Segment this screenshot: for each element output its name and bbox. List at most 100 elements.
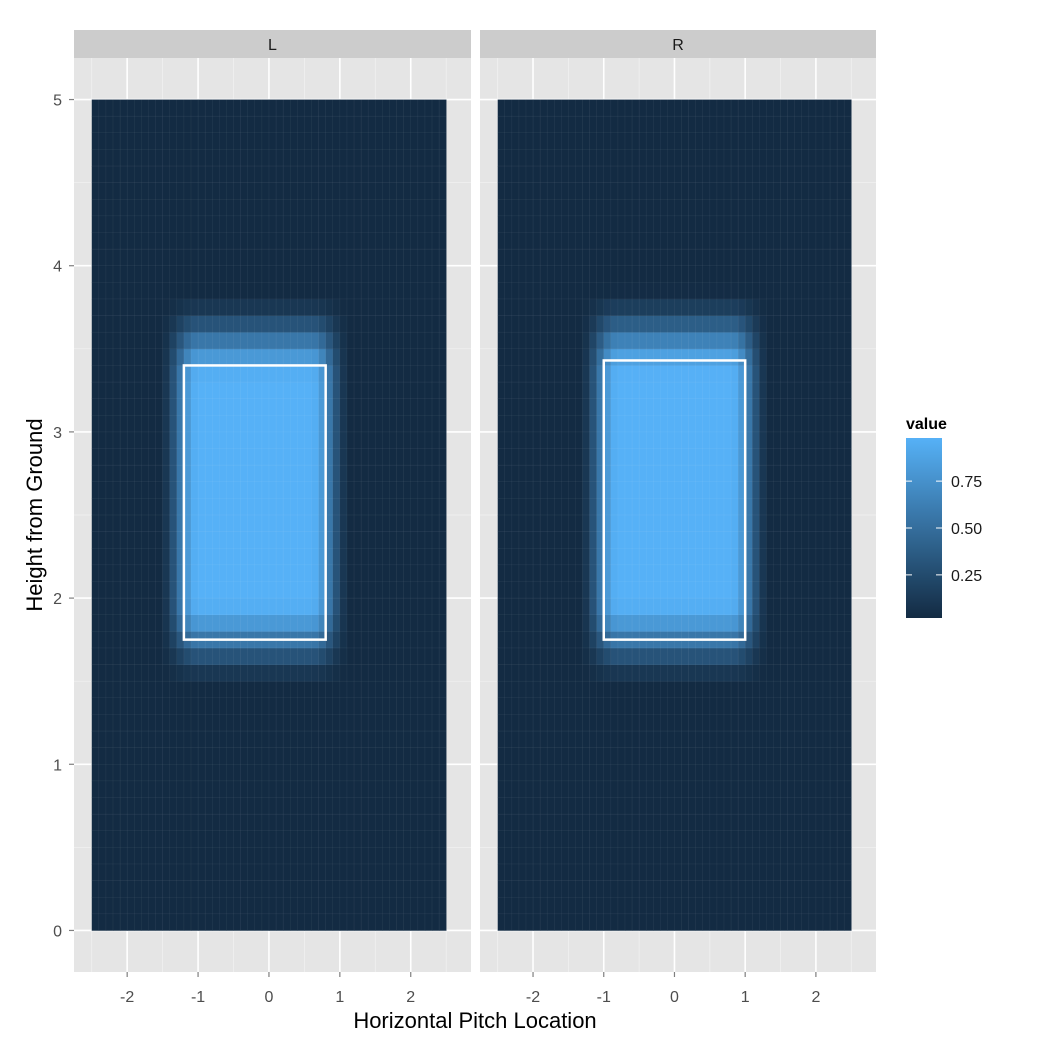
heatmap-tile [660,913,668,931]
heatmap-tile [268,332,277,350]
heatmap-tile [695,681,704,699]
heatmap-tile [822,365,831,383]
heatmap-tile [766,714,774,732]
heatmap-tile [617,515,626,532]
heatmap-tile [240,232,248,250]
heatmap-tile [752,697,760,715]
heatmap-tile [205,830,213,848]
heatmap-tile [219,614,227,632]
heatmap-tile [716,647,725,665]
heatmap-tile [589,382,597,399]
heatmap-tile [568,382,576,399]
heatmap-tile [575,348,583,366]
heatmap-tile [183,215,192,233]
heatmap-tile [547,332,555,350]
heatmap-tile [424,298,433,316]
heatmap-tile [554,664,562,682]
heatmap-tile [695,498,704,516]
heatmap-tile [148,431,156,449]
heatmap-tile [368,913,376,931]
heatmap-tile [141,365,149,383]
heatmap-tile [525,298,534,316]
heatmap-tile [518,315,527,333]
heatmap-tile [432,614,440,632]
heatmap-tile [346,398,355,416]
heatmap-tile [731,298,739,316]
heatmap-tile [346,780,355,798]
heatmap-tile [339,614,348,632]
heatmap-tile [120,166,128,183]
heatmap-tile [653,166,661,183]
heatmap-tile [632,149,640,167]
heatmap-tile [98,149,107,167]
heatmap-tile [375,913,383,931]
heatmap-tile [105,415,114,433]
heatmap-tile [801,581,810,599]
heatmap-tile [318,116,326,134]
heatmap-tile [589,515,597,532]
heatmap-tile [674,548,682,566]
heatmap-tile [660,863,668,881]
heatmap-tile [98,398,107,416]
heatmap-tile [375,215,383,233]
heatmap-tile [190,531,199,549]
heatmap-tile [504,398,513,416]
heatmap-tile [533,913,541,931]
heatmap-tile [91,714,100,732]
heatmap-tile [304,265,312,283]
heatmap-tile [596,232,605,250]
heatmap-tile [439,614,447,632]
heatmap-tile [368,232,376,250]
heatmap-tile [432,847,440,865]
heatmap-tile [780,232,788,250]
heatmap-tile [375,897,383,915]
heatmap-tile [354,332,362,350]
heatmap-tile [290,132,298,150]
heatmap-tile [354,365,362,383]
heatmap-tile [169,664,178,682]
heatmap-tile [504,731,513,748]
heatmap-tile [568,631,576,649]
heatmap-tile [688,515,696,532]
heatmap-tile [304,465,312,483]
heatmap-tile [660,780,668,798]
heatmap-tile [205,531,213,549]
heatmap-tile [219,348,227,366]
heatmap-tile [610,764,619,782]
heatmap-tile [702,897,711,915]
heatmap-tile [254,697,263,715]
heatmap-tile [432,897,440,915]
heatmap-tile [702,598,711,616]
heatmap-tile [596,714,605,732]
heatmap-tile [290,398,298,416]
heatmap-tile [787,764,795,782]
heatmap-tile [561,365,569,383]
heatmap-tile [120,548,128,566]
heatmap-tile [582,913,590,931]
heatmap-tile [105,332,114,350]
heatmap-tile [382,498,390,516]
heatmap-tile [660,382,668,399]
heatmap-tile [653,531,661,549]
heatmap-tile [780,415,788,433]
heatmap-tile [183,398,192,416]
heatmap-tile [127,166,135,183]
heatmap-tile [261,332,270,350]
heatmap-tile [254,913,263,931]
heatmap-tile [375,697,383,715]
heatmap-tile [632,681,640,699]
heatmap-tile [582,498,590,516]
heatmap-tile [417,564,426,582]
heatmap-tile [568,448,576,466]
heatmap-tile [822,431,831,449]
heatmap-tile [403,282,412,300]
heatmap-tile [176,448,185,466]
heatmap-tile [695,647,704,665]
heatmap-tile [169,215,178,233]
heatmap-tile [424,764,433,782]
heatmap-tile [254,415,263,433]
heatmap-tile [190,116,199,134]
heatmap-tile [105,315,114,333]
heatmap-tile [639,880,647,898]
heatmap-tile [141,681,149,699]
